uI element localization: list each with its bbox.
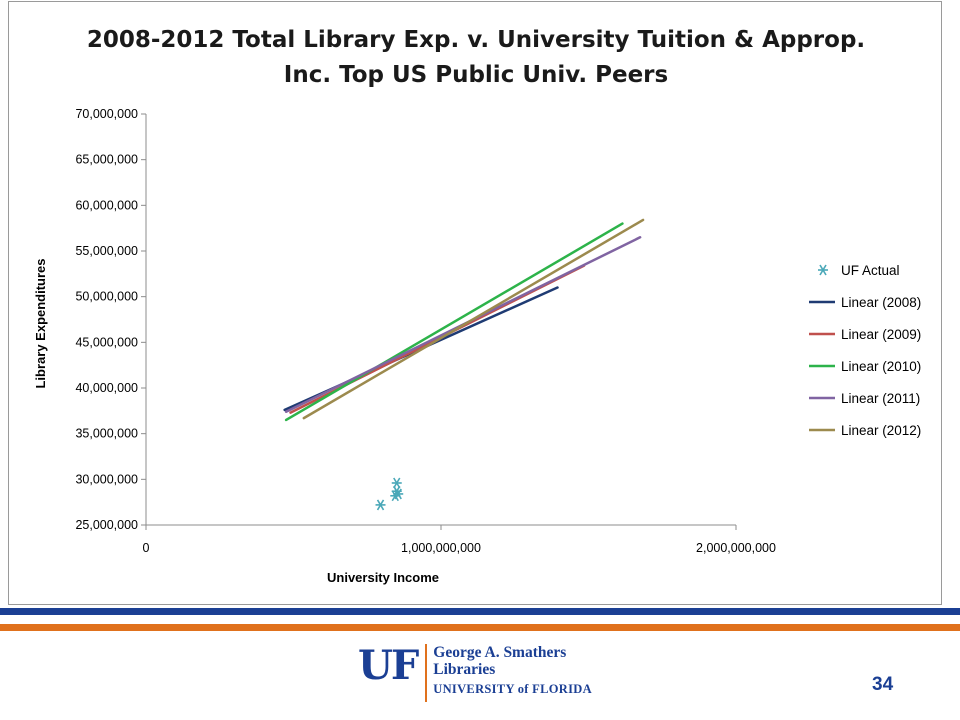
legend-label: Linear (2010) — [841, 359, 921, 374]
y-tick-label: 65,000,000 — [75, 153, 138, 167]
logo-line-2: Libraries — [433, 661, 496, 678]
uf-actual-point — [393, 488, 404, 500]
legend-item: Linear (2009) — [809, 327, 921, 342]
y-axis-title: Library Expenditures — [33, 258, 48, 388]
x-tick-label: 0 — [143, 541, 150, 555]
uf-logo-mark: UF — [358, 642, 419, 689]
axes — [141, 113, 737, 530]
logo-divider — [425, 644, 428, 702]
logo-text: George A. Smathers Libraries UNIVERSITY … — [433, 644, 592, 702]
y-tick-label: 50,000,000 — [75, 290, 138, 304]
series-layer — [283, 218, 645, 511]
y-tick-label: 40,000,000 — [75, 381, 138, 395]
legend-item: UF Actual — [818, 263, 900, 278]
legend-item: Linear (2012) — [809, 423, 921, 438]
logo-line-1: George A. Smathers — [433, 644, 567, 661]
x-axis-title: University Income — [327, 570, 439, 585]
uf-libraries-logo: UF George A. Smathers Libraries UNIVERSI… — [358, 644, 592, 702]
trendline — [284, 222, 624, 422]
legend: UF Actual Linear (2008) Linear (2009) Linea… — [809, 263, 921, 438]
marker-stroke — [394, 488, 402, 500]
legend-label: Linear (2009) — [841, 327, 921, 342]
y-tick-label: 25,000,000 — [75, 518, 138, 532]
y-tick-label: 60,000,000 — [75, 198, 138, 212]
y-tick-label: 55,000,000 — [75, 244, 138, 258]
chart-title-line-2: Inc. Top US Public Univ. Peers — [284, 62, 668, 88]
chart-frame: 2008-2012 Total Library Exp. v. Universi… — [8, 1, 942, 605]
uf-actual-point — [375, 499, 386, 511]
marker-stroke — [376, 499, 385, 511]
y-tick-label: 30,000,000 — [75, 472, 138, 486]
page-number: 34 — [872, 674, 894, 695]
footer-band-orange — [0, 624, 960, 631]
legend-label: Linear (2011) — [841, 391, 920, 406]
legend-label: Linear (2008) — [841, 295, 921, 310]
x-tick-label: 1,000,000,000 — [401, 541, 481, 555]
chart-svg: 2008-2012 Total Library Exp. v. Universi… — [33, 27, 921, 585]
tick-labels: 25,000,000 30,000,000 35,000,000 40,000,000… — [75, 107, 776, 555]
legend-item: Linear (2008) — [809, 295, 921, 310]
chart-title-line-1: 2008-2012 Total Library Exp. v. Universi… — [87, 27, 865, 53]
legend-item: Linear (2010) — [809, 359, 921, 374]
y-tick-label: 35,000,000 — [75, 427, 138, 441]
marker-stroke — [393, 477, 401, 489]
y-tick-label: 70,000,000 — [75, 107, 138, 121]
legend-marker — [818, 264, 828, 276]
marker-stroke — [819, 264, 827, 276]
uf-actual-point — [391, 477, 402, 489]
legend-label: Linear (2012) — [841, 423, 921, 438]
x-tick-label: 2,000,000,000 — [696, 541, 776, 555]
trendline — [302, 218, 645, 420]
y-tick-label: 45,000,000 — [75, 335, 138, 349]
footer-band-blue — [0, 608, 960, 615]
legend-item: Linear (2011) — [809, 391, 920, 406]
logo-line-3: UNIVERSITY of FLORIDA — [433, 682, 592, 696]
legend-label: UF Actual — [841, 263, 900, 278]
